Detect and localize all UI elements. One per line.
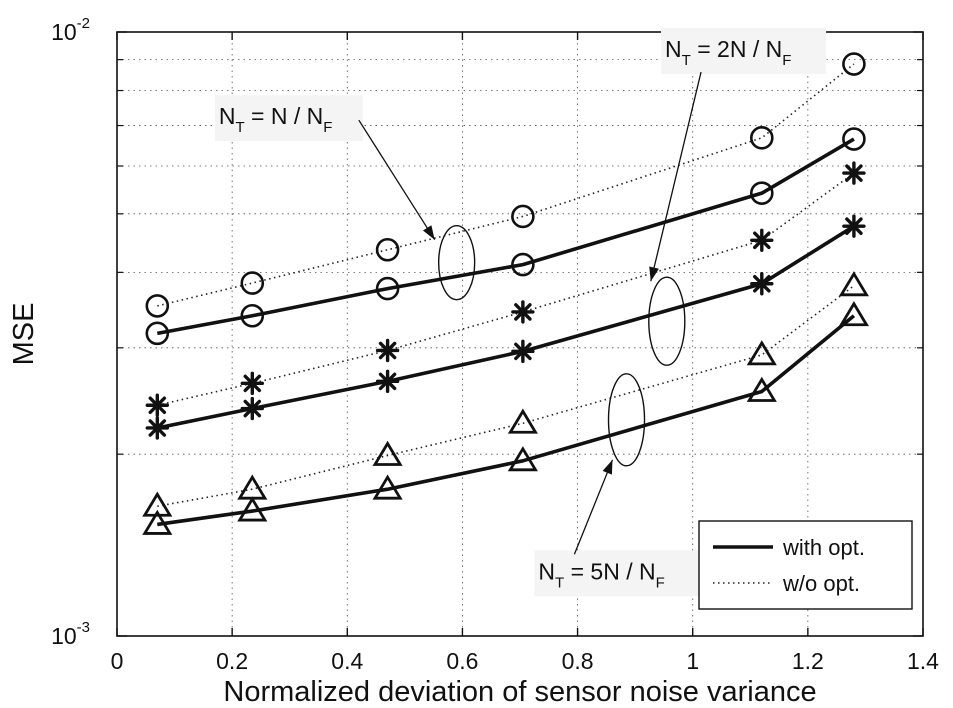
- triangle-marker: [746, 340, 777, 366]
- x-tick-label: 0.6: [446, 648, 478, 674]
- asterisk-marker: [240, 371, 264, 396]
- annotation-box: [214, 95, 363, 142]
- asterisk-marker: [511, 300, 535, 324]
- series-3: [145, 161, 866, 417]
- asterisk-stroke: [378, 372, 397, 391]
- x-tick-label: 1: [686, 648, 699, 674]
- triangle-marker: [237, 496, 268, 522]
- axis-ticks: 0 0.2 0.4 0.6 0.8 1 1.2 1.4 10-3 10-2: [51, 15, 939, 674]
- asterisk-marker: [842, 214, 866, 238]
- x-tick-label: 0.4: [331, 648, 363, 674]
- group-ellipse: [437, 224, 476, 301]
- asterisk-stroke: [753, 231, 771, 250]
- series: [142, 52, 869, 535]
- circle-marker: [842, 127, 866, 151]
- asterisk-marker: [511, 339, 535, 364]
- y-tick-label: 10-3: [51, 619, 90, 649]
- annotation-label: NT = 5N / NF: [538, 558, 664, 591]
- asterisk-marker: [750, 272, 774, 296]
- asterisk-marker: [375, 369, 400, 394]
- triangle-marker: [507, 446, 538, 472]
- series-line-dotted: [157, 285, 855, 508]
- circle-marker: [375, 276, 400, 301]
- asterisk-stroke: [243, 399, 262, 418]
- legend: with opt. w/o opt.: [698, 520, 913, 610]
- series-line-solid: [156, 224, 855, 430]
- x-axis-title: Normalized deviation of sensor noise var…: [223, 676, 816, 708]
- legend-label: with opt.: [782, 535, 865, 560]
- triangle-marker: [838, 301, 869, 327]
- plot-frame: [116, 31, 924, 637]
- annotations: NT = N / NF NT = 2N / NF NT = 5N / NF: [214, 28, 827, 597]
- triangle-marker: [142, 509, 173, 535]
- circle-marker: [511, 252, 535, 277]
- series-6: [142, 301, 869, 535]
- asterisk-marker: [145, 393, 170, 417]
- asterisk-stroke: [148, 396, 167, 415]
- annotation-arrow-line: [650, 71, 702, 282]
- annotation-box: [661, 28, 827, 75]
- legend-box: [698, 520, 913, 610]
- asterisk-stroke: [845, 217, 863, 235]
- series-5: [142, 271, 869, 517]
- circle-marker: [511, 204, 535, 229]
- annotation-label: NT = N / NF: [219, 103, 333, 136]
- x-tick-label: 1.4: [907, 648, 939, 674]
- asterisk-stroke: [845, 164, 863, 182]
- series-line-dotted: [157, 63, 855, 307]
- asterisk-marker: [842, 161, 866, 185]
- asterisk-stroke: [148, 419, 167, 437]
- annotation-label: NT = 2N / NF: [665, 36, 791, 69]
- annotation-arrow-line: [358, 119, 436, 241]
- triangle-marker: [372, 440, 403, 466]
- asterisk-stroke: [514, 303, 532, 321]
- y-axis-title: MSE: [8, 303, 40, 366]
- group-ellipse: [607, 373, 646, 467]
- annotation-arrow-line: [573, 459, 614, 555]
- asterisk-stroke: [753, 274, 771, 293]
- asterisk-marker: [145, 416, 170, 440]
- series-2: [145, 127, 866, 346]
- series-line-solid: [156, 137, 855, 336]
- annotation-arrow-head: [422, 225, 435, 240]
- asterisk-marker: [240, 396, 264, 421]
- annotation-arrow-head: [602, 459, 613, 475]
- triangle-marker: [507, 408, 538, 434]
- legend-label: w/o opt.: [782, 571, 860, 596]
- circle-marker: [145, 321, 170, 346]
- asterisk-marker: [750, 228, 774, 252]
- asterisk-marker: [375, 338, 400, 363]
- triangle-marker: [746, 376, 777, 402]
- triangle-marker: [142, 491, 173, 517]
- circle-marker: [749, 181, 774, 205]
- asterisk-stroke: [378, 341, 397, 360]
- series-1: [145, 52, 866, 318]
- series-line-dotted: [157, 172, 855, 407]
- series-line-solid: [157, 314, 856, 527]
- asterisk-stroke: [243, 374, 262, 393]
- annotation-arrow-head: [649, 266, 659, 282]
- circle-marker: [842, 52, 866, 76]
- x-tick-label: 1.2: [792, 648, 824, 674]
- series-4: [145, 214, 866, 440]
- annotation-group-3: NT = 5N / NF: [534, 373, 700, 597]
- circle-marker: [375, 237, 400, 262]
- x-tick-label: 0.8: [562, 648, 594, 674]
- asterisk-stroke: [514, 342, 532, 361]
- annotation-group-1: NT = N / NF: [214, 95, 476, 301]
- x-tick-label: 0.2: [216, 648, 248, 674]
- triangle-marker: [372, 474, 403, 500]
- annotation-group-2: NT = 2N / NF: [648, 28, 827, 366]
- triangle-marker: [838, 271, 869, 297]
- group-ellipse: [648, 276, 686, 366]
- circle-marker: [240, 303, 265, 328]
- x-tick-label: 0: [111, 648, 124, 674]
- circle-marker: [240, 271, 265, 295]
- circle-marker: [749, 126, 774, 150]
- annotation-box: [534, 550, 700, 597]
- circle-marker: [145, 294, 170, 318]
- y-tick-label: 10-2: [51, 15, 90, 45]
